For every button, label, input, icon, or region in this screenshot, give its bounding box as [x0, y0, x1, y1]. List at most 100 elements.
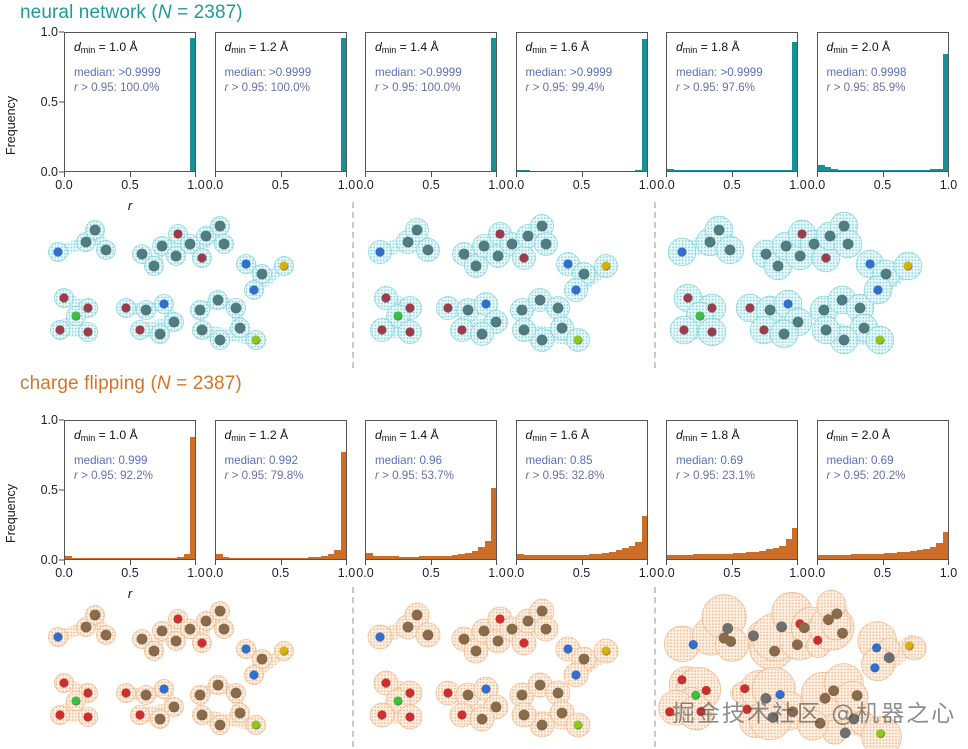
histogram-bar: [837, 169, 845, 171]
histogram-bar: [817, 165, 825, 171]
atom-sphere: [519, 638, 529, 648]
atom-sphere: [462, 304, 474, 316]
histogram-bar: [608, 551, 616, 559]
atom-sphere: [818, 304, 830, 316]
atom-sphere: [251, 335, 261, 345]
histogram-bar: [857, 554, 865, 559]
x-tick-label: 0.5: [723, 178, 741, 192]
atom-sphere: [154, 713, 166, 725]
histogram-bar: [228, 557, 236, 559]
histogram-bar: [222, 557, 230, 559]
molecule: [48, 220, 116, 262]
x-tick-mark: [365, 560, 366, 565]
histogram-bar: [936, 168, 944, 171]
molecule: [452, 214, 558, 278]
atom-sphere: [536, 220, 548, 232]
atom-sphere: [904, 641, 914, 651]
histogram-bar: [491, 488, 496, 559]
atom-sphere: [481, 299, 491, 309]
atom-sphere: [458, 633, 470, 645]
histogram-bar: [870, 170, 878, 171]
x-tick-mark: [345, 560, 347, 565]
atom-sphere: [83, 327, 93, 337]
atom-sphere: [760, 248, 772, 260]
atom-sphere: [411, 609, 423, 621]
atom-sphere: [814, 717, 826, 729]
histogram-bar: [91, 558, 99, 559]
atom-sphere: [170, 250, 182, 262]
atom-sphere: [121, 688, 131, 698]
atom-sphere: [279, 646, 289, 656]
x-axis: 0.0 0.5 1.0: [657, 560, 807, 590]
histogram-bar: [673, 555, 681, 559]
x-tick-mark: [280, 172, 282, 177]
x-tick-mark: [666, 172, 667, 177]
x-tick-mark: [646, 172, 648, 177]
plot-area: [65, 421, 195, 559]
molecule: [797, 663, 903, 749]
molecule-render: [48, 211, 923, 355]
atom-sphere: [55, 710, 65, 720]
atom-sphere: [71, 696, 81, 706]
atom-sphere: [813, 635, 823, 645]
histogram-bar: [84, 558, 92, 559]
section-title-neural-network: neural network (N = 2387): [20, 2, 243, 24]
atom-sphere: [422, 629, 434, 641]
x-axis: 0.0 0.5 1.0: [808, 560, 957, 590]
histogram-bar: [837, 554, 845, 559]
atom-sphere: [55, 325, 65, 335]
molecule: [555, 636, 619, 688]
histogram-bar: [923, 548, 931, 559]
histogram-bar: [379, 556, 387, 559]
x-tick-mark: [496, 172, 497, 177]
histogram-bar: [923, 169, 931, 171]
molecule: [809, 285, 895, 355]
atom-sphere: [571, 670, 581, 680]
x-tick-mark: [666, 560, 667, 565]
atom-sphere: [159, 299, 169, 309]
histogram-bar: [549, 555, 557, 559]
histogram-bar: [817, 555, 825, 559]
histogram-bar: [942, 53, 948, 171]
histogram-bar: [628, 545, 636, 559]
atom-sphere: [872, 643, 882, 653]
x-axis: 0.0 0.5 1.0: [356, 172, 506, 202]
x-tick-label: 1.0: [789, 566, 807, 580]
x-tick-label: 0.5: [572, 566, 591, 580]
x-tick-mark: [195, 172, 196, 177]
x-tick-label: 0.0: [657, 566, 675, 580]
atom-sphere: [828, 685, 840, 697]
atom-sphere: [80, 621, 92, 633]
histogram-bar: [589, 554, 597, 559]
atom-sphere: [83, 712, 93, 722]
histogram-bar: [595, 553, 603, 559]
density-blob: [797, 709, 829, 741]
x-tick-mark: [496, 560, 497, 565]
molecule: [367, 602, 441, 650]
x-tick-label: 1.0: [337, 178, 356, 192]
histogram-bar: [529, 555, 537, 559]
x-tick-mark: [345, 172, 347, 177]
histogram-bar: [733, 170, 740, 171]
atom-sphere: [519, 253, 529, 263]
atom-sphere: [478, 625, 490, 637]
histogram-bar: [863, 554, 871, 559]
histogram-bar: [857, 170, 865, 171]
atom-sphere: [552, 302, 564, 314]
histogram-bar: [445, 555, 453, 559]
histogram-bar: [164, 558, 171, 559]
histogram-bar: [733, 553, 740, 559]
histogram-bar: [255, 557, 263, 559]
histogram-bar: [301, 557, 309, 559]
plot-area: [667, 33, 797, 171]
histogram-bar: [746, 552, 754, 559]
histogram-bar: [916, 169, 924, 171]
atom-sphere: [168, 701, 180, 713]
histogram-bar: [281, 557, 289, 559]
histogram-bar: [340, 452, 346, 559]
atom-sphere: [249, 670, 259, 680]
atom-sphere: [518, 324, 530, 336]
plot-area: [817, 33, 948, 171]
